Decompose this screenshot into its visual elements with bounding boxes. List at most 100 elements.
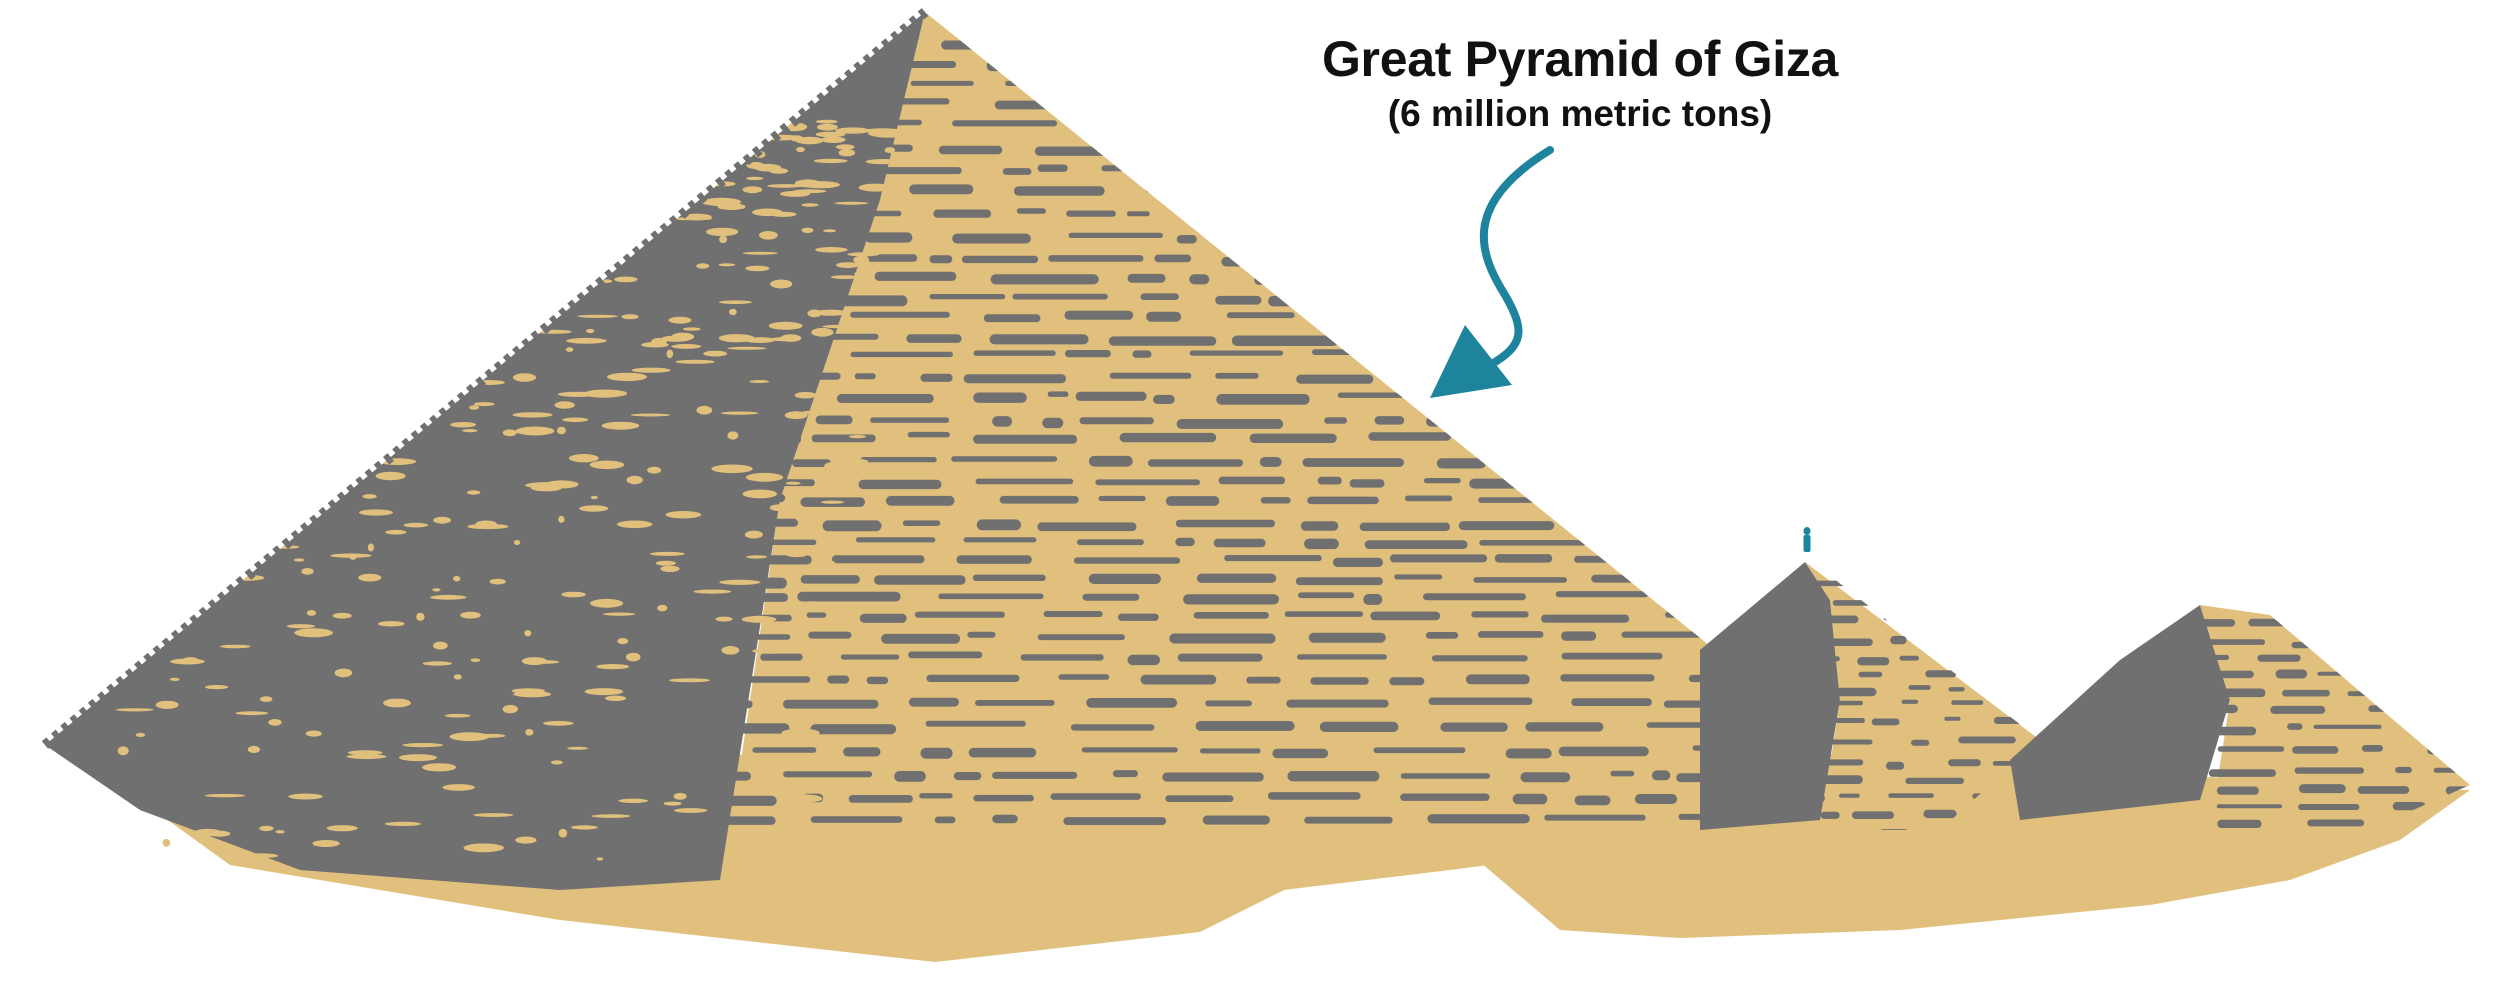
stone-course	[2427, 746, 2462, 755]
stone-course	[2206, 639, 2265, 645]
stone-course	[867, 210, 902, 217]
stone-speckle	[182, 657, 199, 664]
stone-speckle	[422, 763, 457, 772]
stone-speckle	[550, 760, 563, 765]
stone-course	[1218, 476, 1286, 485]
stone-speckle	[835, 144, 855, 150]
stone-course	[2333, 653, 2354, 658]
stone-course	[815, 415, 853, 425]
stone-course	[1632, 257, 1679, 268]
stone-course	[2473, 820, 2494, 827]
stone-course	[2216, 804, 2282, 809]
stone-course	[2298, 804, 2360, 810]
stone-speckle	[570, 825, 598, 830]
stone-course	[1426, 416, 1501, 427]
stone-course	[2005, 598, 2035, 605]
stone-course	[1614, 313, 1710, 320]
stone-course	[2248, 618, 2307, 627]
stone-course	[1698, 351, 1737, 361]
stone-course	[1224, 555, 1322, 562]
stone-course	[1597, 211, 1643, 218]
stone-course	[1112, 770, 1138, 778]
stone-course	[914, 611, 1005, 618]
stone-course	[752, 747, 817, 753]
stone-course	[1305, 186, 1348, 197]
stone-course	[1071, 121, 1152, 128]
stone-course	[1308, 632, 1386, 643]
stone-course	[2361, 745, 2383, 752]
stone-course	[1349, 479, 1385, 488]
stone-speckle	[301, 568, 314, 575]
stone-course	[855, 537, 936, 543]
stone-course	[1287, 771, 1380, 782]
stone-speckle	[375, 471, 406, 481]
stone-speckle	[554, 401, 575, 409]
stone-course	[2363, 641, 2403, 647]
middle-pyramid-shadow-face	[1700, 562, 1840, 830]
stone-course	[1505, 748, 1552, 759]
stone-speckle	[348, 750, 383, 756]
stone-course	[1382, 209, 1419, 219]
stone-course	[1215, 372, 1259, 379]
stone-speckle	[785, 481, 801, 485]
stone-course	[1704, 391, 1742, 397]
stone-course	[1406, 293, 1431, 300]
stone-course	[1121, 39, 1145, 49]
stone-course	[1672, 334, 1743, 340]
stone-course	[1079, 417, 1154, 425]
stone-course	[938, 145, 1003, 155]
stone-course	[1034, 146, 1112, 156]
stone-speckle	[567, 746, 589, 750]
stone-course	[1905, 777, 1964, 784]
stone-speckle	[312, 840, 340, 847]
stone-course	[983, 314, 1041, 323]
stone-course	[860, 80, 900, 88]
stone-course	[1471, 611, 1529, 618]
stone-speckle	[83, 861, 118, 867]
stone-course	[1414, 167, 1445, 175]
stone-course	[1119, 432, 1217, 443]
stone-speckle	[815, 247, 848, 253]
stone-course	[1561, 631, 1597, 641]
stone-course	[811, 434, 876, 443]
stone-course	[1886, 761, 1905, 770]
stone-course	[1370, 611, 1441, 621]
stone-speckle	[701, 197, 742, 206]
stone-speckle	[204, 685, 229, 690]
stone-speckle	[847, 252, 880, 257]
stone-course	[1775, 167, 1814, 176]
stone-course	[1899, 655, 1919, 661]
stone-speckle	[705, 227, 739, 237]
stone-course	[1525, 374, 1605, 384]
stone-course	[1191, 182, 1297, 194]
stone-speckle	[742, 251, 778, 255]
stone-course	[1510, 415, 1545, 422]
stone-speckle	[591, 814, 631, 818]
stone-course	[837, 41, 905, 48]
stone-speckle	[489, 578, 506, 585]
stone-course	[934, 816, 956, 824]
stone-course	[1815, 638, 1873, 646]
stone-course	[1993, 716, 2031, 724]
stone-course	[1286, 699, 1389, 708]
stone-speckle	[247, 745, 260, 754]
stone-course	[1140, 293, 1179, 300]
stone-speckle	[584, 688, 624, 696]
stone-speckle	[596, 664, 630, 670]
stone-course	[899, 61, 957, 68]
stone-course	[1145, 183, 1181, 193]
middle-pyramid-lit-face	[1805, 562, 2040, 830]
stone-course	[807, 372, 841, 380]
stone-course	[1742, 555, 1760, 567]
stone-course	[881, 633, 961, 644]
stone-course	[1312, 349, 1389, 355]
stone-course	[919, 793, 953, 799]
stone-course	[1555, 182, 1595, 189]
stone-course	[1756, 477, 1760, 489]
stone-speckle	[823, 229, 837, 233]
stone-course	[1245, 164, 1329, 171]
stone-speckle	[306, 610, 317, 616]
stone-course	[1460, 184, 1530, 190]
stone-course	[870, 417, 950, 423]
stone-speckle	[792, 189, 827, 194]
